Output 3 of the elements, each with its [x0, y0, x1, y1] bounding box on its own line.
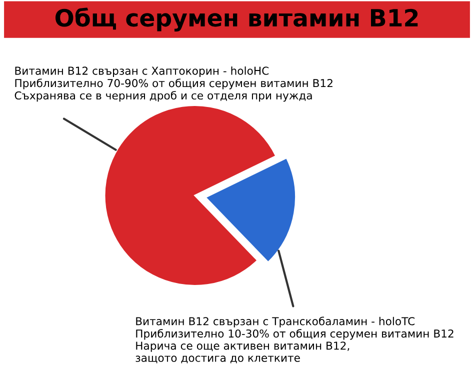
slice-label: Витамин B12 свързан с Транскобаламин - holoTC Приблизително 10-30% от общия серумен витамин B12 Нарича се още активен витамин B12, защото достига до клетките — [136, 316, 454, 364]
chart-title: Общ серумен витамин B12 — [55, 8, 418, 32]
slice-label: Витамин B12 свързан с Хаптокорин - holoHC Приблизително 70-90% от общия серумен витамин B12 Съхранява се в черния дроб и се отделя при нужда — [14, 66, 332, 102]
